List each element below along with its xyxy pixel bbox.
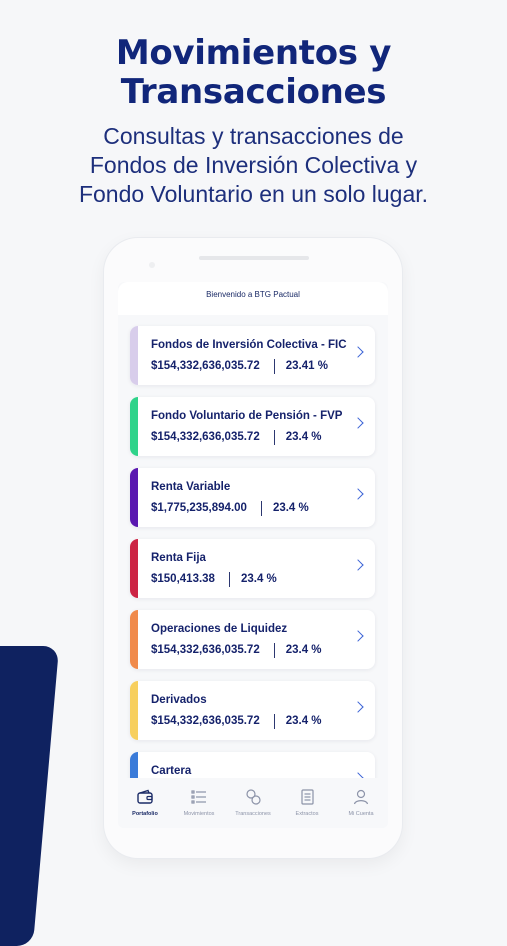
value-divider	[228, 571, 230, 587]
tab-extractos[interactable]: Extractos	[280, 778, 334, 828]
fund-card-derivados[interactable]: Derivados $154,332,636,035.72 23.4 %	[130, 681, 375, 740]
fund-values: $154,332,636,035.72 23.4 %	[151, 642, 322, 658]
fund-name: Cartera	[151, 765, 192, 777]
fund-name: Renta Variable	[151, 481, 231, 493]
promo-title-line-1: Movimientos y	[115, 33, 392, 73]
tab-label: Extractos	[295, 811, 319, 817]
document-icon	[301, 789, 314, 805]
fund-amount: $1,775,235,894.00	[151, 502, 247, 514]
promo-title-line-2: Transacciones	[120, 72, 387, 112]
phone-camera	[149, 262, 155, 268]
fund-percent: 23.4 %	[240, 573, 277, 585]
fund-percent: 23.4 %	[272, 502, 309, 514]
user-icon	[353, 789, 369, 805]
fund-color-stripe	[130, 681, 138, 740]
fund-percent: 23.41 %	[285, 360, 328, 372]
promo-subtitle-line-3: Fondo Voluntario en un solo lugar.	[78, 181, 429, 207]
chevron-right-icon[interactable]	[352, 559, 364, 571]
bottom-tab-bar: Portafolio Movimientos T	[118, 778, 388, 828]
tab-movimientos[interactable]: Movimientos	[172, 778, 226, 828]
fund-values: $154,332,636,035.72 23.41 %	[151, 358, 328, 374]
tab-label: Portafolio	[132, 811, 158, 817]
fund-percent: 23.4 %	[285, 644, 322, 656]
list-icon	[191, 790, 206, 804]
fund-color-stripe	[130, 468, 138, 527]
welcome-text: Bienvenido a BTG Pactual	[206, 290, 300, 299]
fund-amount: $154,332,636,035.72	[151, 715, 260, 727]
tab-label: Transacciones	[235, 811, 271, 817]
coins-icon	[246, 789, 261, 805]
value-divider	[260, 500, 262, 516]
fund-color-stripe	[130, 326, 138, 385]
fund-card-operaciones-liquidez[interactable]: Operaciones de Liquidez $154,332,636,035…	[130, 610, 375, 669]
fund-percent: 23.4 %	[285, 715, 322, 727]
fund-color-stripe	[130, 610, 138, 669]
fund-color-stripe	[130, 539, 138, 598]
fund-name: Renta Fija	[151, 552, 206, 564]
fund-amount: $154,332,636,035.72	[151, 431, 260, 443]
fund-amount: $150,413.38	[151, 573, 215, 585]
phone-frame: Bienvenido a BTG Pactual Fondos de Inver…	[104, 238, 402, 858]
app-screen: Bienvenido a BTG Pactual Fondos de Inver…	[118, 282, 388, 828]
fund-values: $150,413.38 23.4 %	[151, 571, 277, 587]
fund-values: $154,332,636,035.72 23.4 %	[151, 713, 322, 729]
tab-mi-cuenta[interactable]: Mi Cuenta	[334, 778, 388, 828]
chevron-right-icon[interactable]	[352, 488, 364, 500]
fund-name: Fondos de Inversión Colectiva - FIC	[151, 339, 347, 351]
promo-subtitle-line-2: Fondos de Inversión Colectiva y	[89, 152, 418, 178]
fund-name: Operaciones de Liquidez	[151, 623, 288, 635]
promo-subtitle-line-1: Consultas y transacciones de	[103, 123, 404, 149]
app-header: Bienvenido a BTG Pactual	[118, 282, 388, 315]
fund-card-fvp[interactable]: Fondo Voluntario de Pensión - FVP $154,3…	[130, 397, 375, 456]
fund-card-renta-variable[interactable]: Renta Variable $1,775,235,894.00 23.4 %	[130, 468, 375, 527]
chevron-right-icon[interactable]	[352, 417, 364, 429]
value-divider	[273, 429, 275, 445]
chevron-right-icon[interactable]	[352, 701, 364, 713]
value-divider	[273, 713, 275, 729]
fund-color-stripe	[130, 397, 138, 456]
fund-card-fic[interactable]: Fondos de Inversión Colectiva - FIC $154…	[130, 326, 375, 385]
wallet-icon	[137, 789, 153, 804]
tab-transacciones[interactable]: Transacciones	[226, 778, 280, 828]
decorative-shape	[0, 646, 60, 946]
chevron-right-icon[interactable]	[352, 630, 364, 642]
value-divider	[273, 642, 275, 658]
promo-title: Movimientos y Transacciones	[0, 34, 507, 112]
fund-amount: $154,332,636,035.72	[151, 644, 260, 656]
fund-values: $1,775,235,894.00 23.4 %	[151, 500, 309, 516]
tab-label: Mi Cuenta	[348, 811, 374, 817]
phone-speaker	[199, 256, 309, 260]
fund-card-renta-fija[interactable]: Renta Fija $150,413.38 23.4 %	[130, 539, 375, 598]
value-divider	[273, 358, 275, 374]
fund-values: $154,332,636,035.72 23.4 %	[151, 429, 322, 445]
promo-subtitle: Consultas y transacciones de Fondos de I…	[0, 122, 507, 209]
fund-percent: 23.4 %	[285, 431, 322, 443]
chevron-right-icon[interactable]	[352, 346, 364, 358]
fund-name: Fondo Voluntario de Pensión - FVP	[151, 410, 343, 422]
tab-label: Movimientos	[183, 811, 215, 817]
fund-amount: $154,332,636,035.72	[151, 360, 260, 372]
tab-portafolio[interactable]: Portafolio	[118, 778, 172, 828]
fund-name: Derivados	[151, 694, 207, 706]
